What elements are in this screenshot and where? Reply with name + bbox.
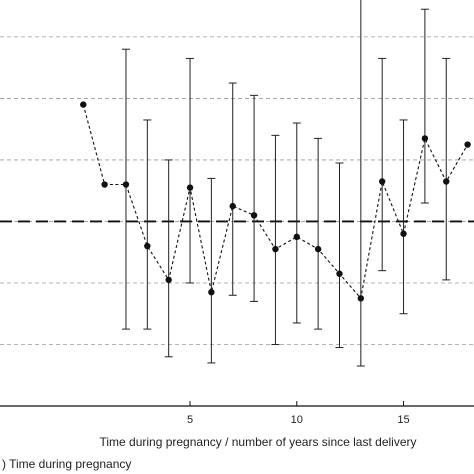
data-point — [80, 101, 87, 108]
data-point — [165, 276, 172, 284]
error-bar — [420, 8, 429, 204]
data-point — [122, 181, 130, 188]
error-bar — [292, 122, 301, 324]
data-point — [293, 233, 300, 241]
x-axis-ticks: 5 10 15 — [187, 401, 410, 426]
data-point — [272, 245, 279, 253]
error-bar — [143, 119, 152, 330]
error-bar — [356, 0, 365, 367]
error-bar — [442, 57, 451, 281]
error-bars — [121, 0, 451, 367]
error-bar — [250, 94, 259, 302]
panel-caption: ) Time during pregnancy — [2, 457, 131, 471]
data-point — [336, 270, 343, 277]
error-bar — [271, 134, 280, 345]
x-tick-label: 10 — [291, 414, 303, 426]
error-bar — [378, 57, 387, 272]
data-point — [144, 242, 151, 250]
data-point — [314, 245, 322, 253]
error-bar — [335, 162, 344, 349]
data-point — [229, 202, 236, 210]
error-bar — [314, 137, 323, 330]
error-bar — [399, 119, 408, 315]
data-points — [80, 101, 471, 302]
x-axis-label: Time during pregnancy / number of years … — [99, 435, 416, 449]
data-point — [186, 184, 194, 191]
data-point — [101, 181, 108, 188]
data-point — [250, 212, 258, 219]
data-point — [357, 295, 365, 302]
data-point — [378, 178, 386, 185]
error-bar — [207, 177, 216, 364]
error-bar — [228, 82, 237, 296]
x-tick-label: 5 — [187, 414, 193, 426]
data-point — [464, 141, 471, 148]
data-point — [443, 178, 450, 185]
x-tick-label: 15 — [397, 414, 409, 426]
data-point — [421, 135, 429, 142]
error-bar — [186, 57, 195, 284]
data-point — [400, 230, 407, 237]
error-bar — [121, 48, 130, 330]
error-bar — [164, 159, 173, 358]
data-point — [208, 288, 215, 296]
